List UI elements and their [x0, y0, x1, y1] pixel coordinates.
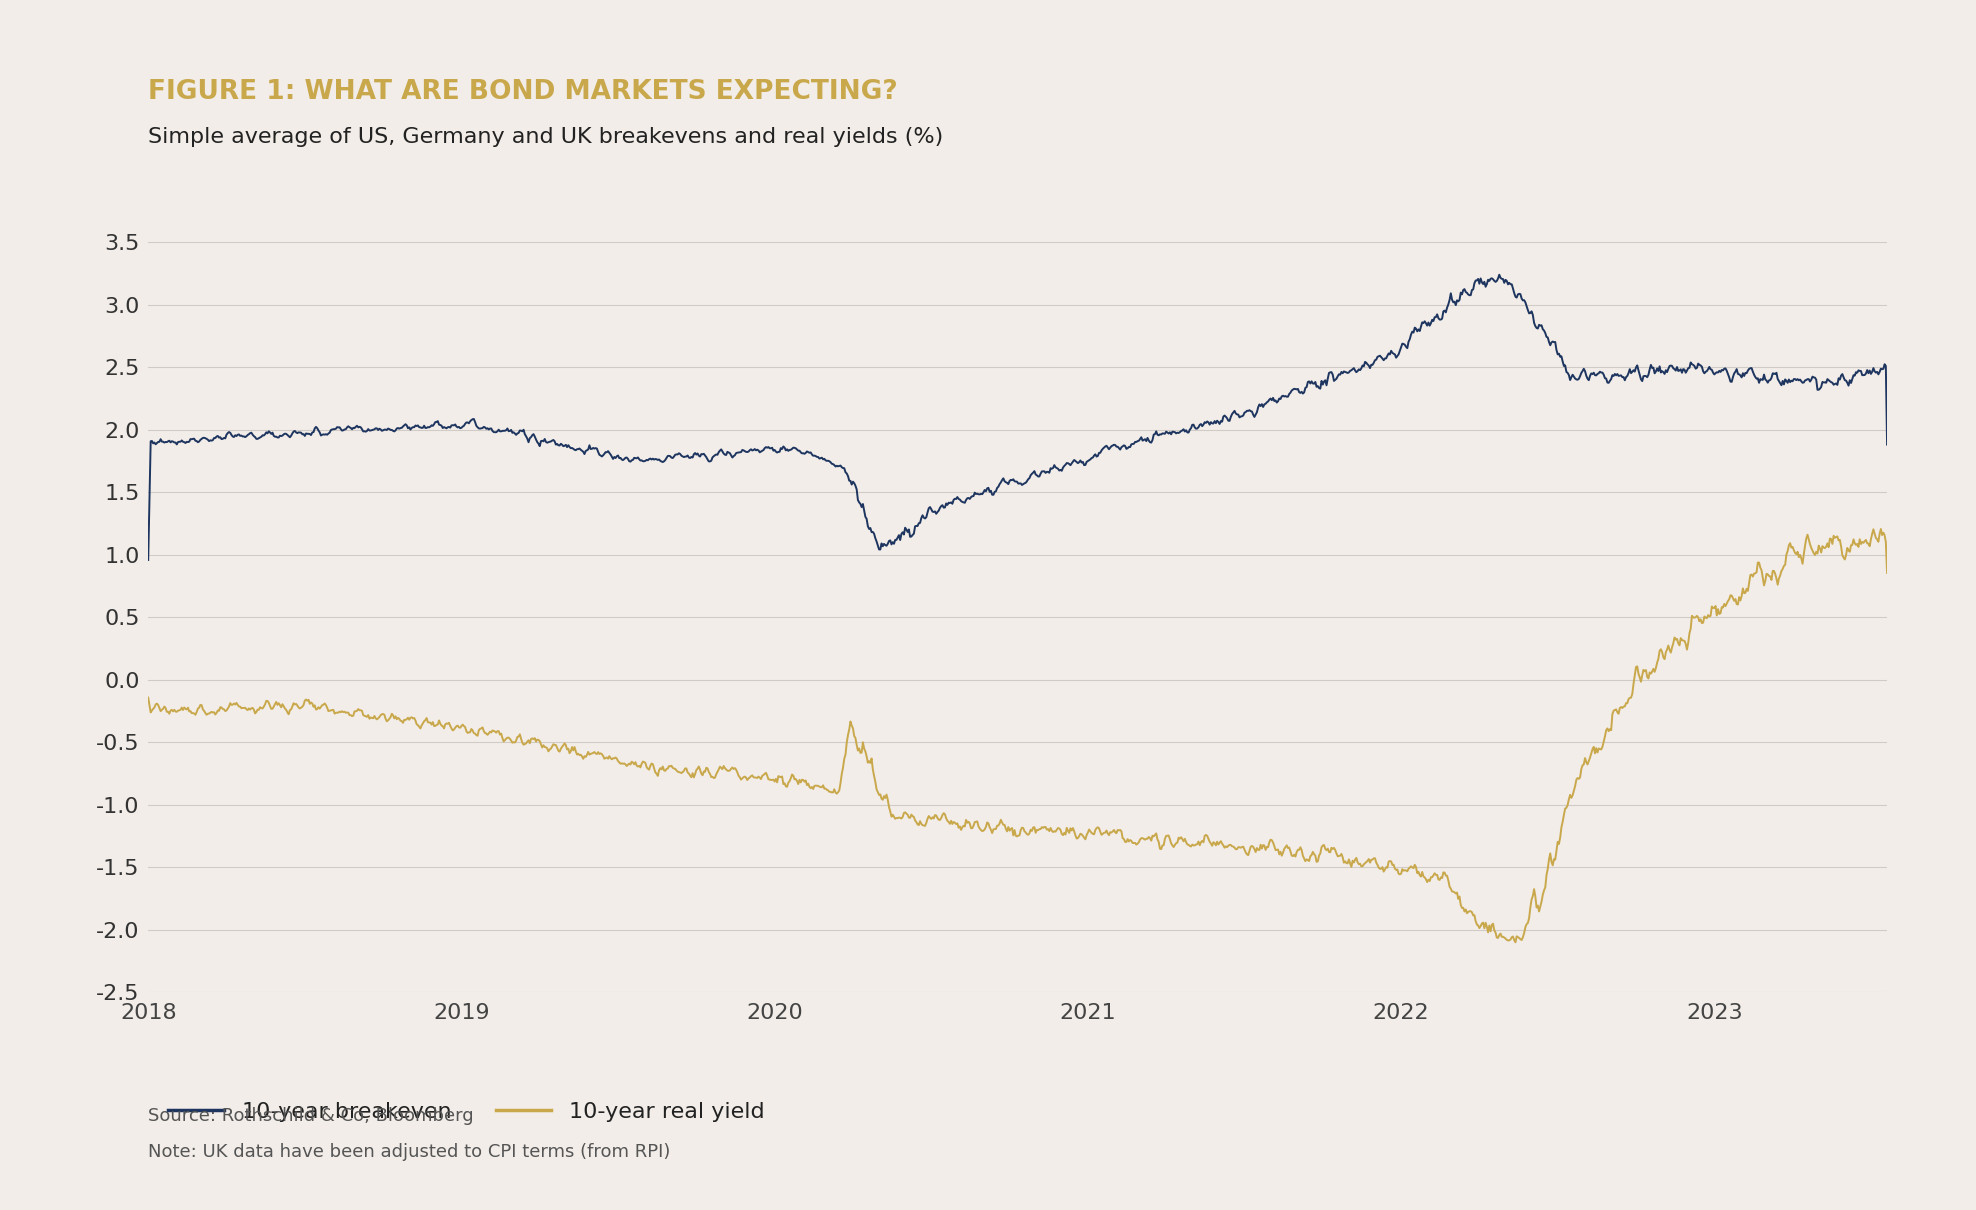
Text: Source: Rothschild & Co, Bloomberg: Source: Rothschild & Co, Bloomberg	[148, 1107, 474, 1125]
Legend: 10-year breakeven, 10-year real yield: 10-year breakeven, 10-year real yield	[160, 1094, 773, 1131]
Text: Note: UK data have been adjusted to CPI terms (from RPI): Note: UK data have been adjusted to CPI …	[148, 1143, 670, 1162]
Text: Simple average of US, Germany and UK breakevens and real yields (%): Simple average of US, Germany and UK bre…	[148, 127, 943, 148]
Text: FIGURE 1: WHAT ARE BOND MARKETS EXPECTING?: FIGURE 1: WHAT ARE BOND MARKETS EXPECTIN…	[148, 79, 897, 104]
